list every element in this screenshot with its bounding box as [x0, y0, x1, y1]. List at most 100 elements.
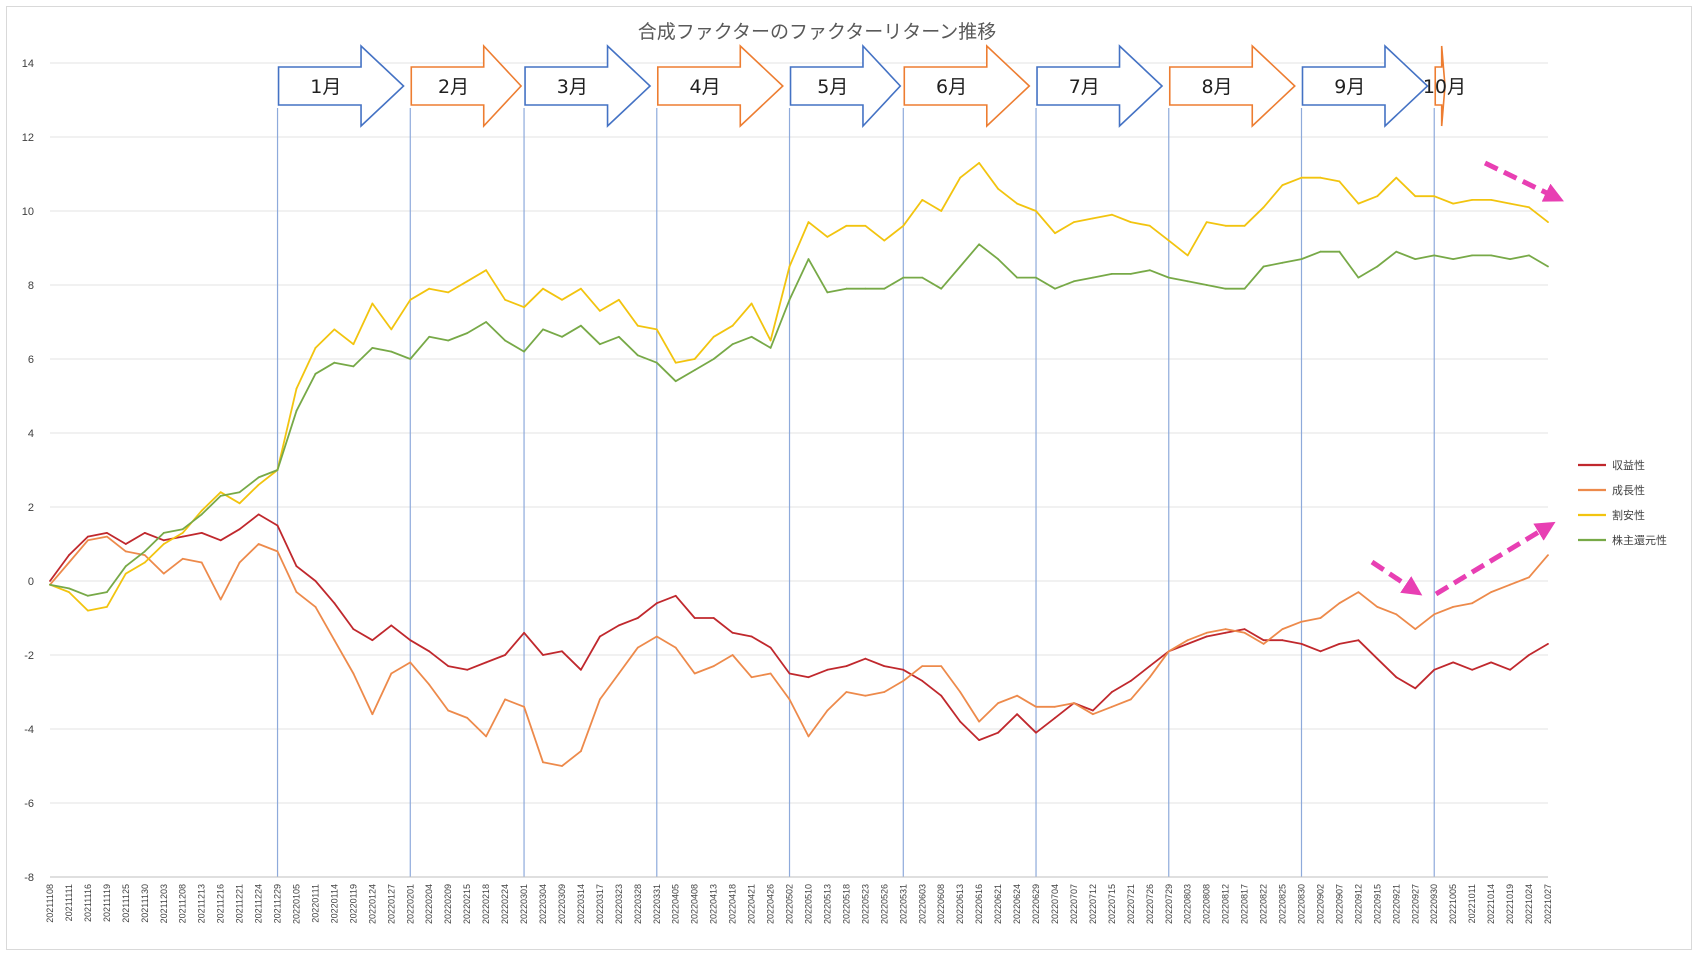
series-2-point — [200, 509, 203, 512]
series-2-point — [1319, 176, 1322, 179]
series-1-point — [940, 665, 943, 667]
x-tick-label: 20211221 — [235, 884, 245, 923]
month-label-1: 1月 — [310, 76, 341, 98]
x-tick-label: 20220803 — [1183, 884, 1193, 924]
series-3-point — [1281, 261, 1284, 264]
series-0-point — [598, 635, 601, 638]
x-tick-label: 20220907 — [1334, 884, 1344, 924]
series-0-point — [295, 565, 298, 568]
series-3-point — [1357, 276, 1360, 279]
series-1-point — [617, 672, 620, 675]
y-tick-label: 2 — [28, 502, 34, 514]
series-2-point — [105, 606, 108, 608]
series-0-point — [276, 524, 279, 527]
month-arrow-7 — [1036, 44, 1164, 128]
legend-label-3: 株主還元性 — [1612, 533, 1667, 547]
series-3-point — [333, 361, 336, 364]
x-tick-label: 20211119 — [102, 884, 112, 922]
series-0-point — [1054, 717, 1056, 719]
x-tick-label: 20220513 — [822, 884, 832, 924]
series-2-point — [750, 302, 753, 305]
series-2-point — [693, 358, 696, 360]
series-2-point — [1129, 221, 1132, 224]
series-0-point — [883, 665, 886, 667]
x-tick-label: 20221014 — [1486, 884, 1496, 924]
x-tick-label: 20220523 — [860, 884, 870, 924]
x-tick-label: 20220915 — [1372, 884, 1382, 924]
x-tick-label: 20220309 — [557, 884, 567, 924]
x-tick-label: 20211111 — [64, 884, 74, 921]
series-3-point — [693, 369, 696, 371]
x-tick-label: 20220817 — [1240, 884, 1250, 924]
series-1-point — [1338, 602, 1341, 605]
series-1-point — [712, 665, 715, 667]
series-3-point — [1054, 287, 1056, 290]
series-1-point — [542, 761, 544, 764]
series-2-point — [580, 287, 582, 290]
series-1-point — [693, 672, 696, 675]
series-3-point — [257, 476, 260, 479]
series-0-point — [124, 543, 127, 545]
series-1-point — [257, 543, 260, 545]
series-2-point — [636, 324, 639, 327]
series-3-point — [561, 335, 563, 338]
series-3-point — [1148, 269, 1151, 272]
series-2-point — [731, 324, 734, 327]
series-0-point — [1414, 687, 1417, 690]
series-3-point — [87, 594, 89, 597]
series-2-point — [1376, 195, 1379, 198]
series-2-point — [162, 543, 165, 545]
series-2-point — [87, 609, 89, 612]
series-0-point — [1433, 668, 1436, 671]
series-3-point — [124, 565, 127, 568]
series-line-2 — [49, 161, 1549, 612]
series-0-point — [466, 668, 469, 671]
series-1-point — [561, 765, 563, 767]
x-tick-label: 20220921 — [1391, 884, 1401, 924]
series-2-point — [1224, 224, 1227, 227]
x-tick-label: 20220624 — [1012, 884, 1022, 924]
series-1-point — [598, 698, 601, 701]
y-tick-label: -4 — [24, 724, 34, 736]
series-3-point — [181, 528, 184, 531]
series-3-point — [978, 243, 981, 246]
series-2-point — [845, 224, 848, 227]
series-0-point — [523, 631, 525, 634]
series-1-point — [238, 561, 241, 564]
series-1-point — [1148, 676, 1151, 679]
x-tick-label: 20220114 — [329, 884, 339, 923]
series-1-point — [1016, 694, 1018, 697]
series-0-point — [447, 665, 450, 667]
series-1-point — [105, 535, 108, 538]
series-0-point — [49, 580, 51, 582]
x-tick-label: 20220209 — [443, 884, 453, 924]
series-3-point — [276, 469, 279, 471]
series-1-point — [1490, 591, 1493, 593]
series-0-point — [1452, 661, 1455, 664]
series-3-point — [788, 298, 791, 301]
series-2-point — [1414, 195, 1417, 198]
series-1-point — [466, 717, 469, 719]
series-1-point — [1054, 705, 1056, 708]
series-2-point — [788, 265, 791, 268]
x-tick-label: 20221024 — [1524, 884, 1534, 924]
series-1-point — [1471, 602, 1474, 605]
series-3-point — [769, 347, 772, 349]
series-3-point — [902, 276, 905, 279]
x-tick-label: 20220323 — [614, 884, 624, 924]
series-0-point — [1148, 665, 1151, 667]
x-tick-label: 20221005 — [1448, 884, 1458, 924]
x-tick-label: 20220418 — [728, 884, 738, 924]
series-0-point — [826, 668, 829, 671]
x-tick-label: 20220822 — [1259, 884, 1269, 924]
series-3-point — [1186, 280, 1189, 283]
series-2-point — [712, 335, 715, 338]
legend-label-2: 割安性 — [1612, 508, 1645, 522]
x-tick-label: 20220704 — [1050, 884, 1060, 924]
series-1-point — [1281, 628, 1284, 630]
x-tick-label: 20220328 — [633, 884, 643, 924]
series-1-point — [1547, 554, 1549, 556]
y-tick-label: 8 — [28, 280, 34, 292]
series-3-point — [504, 339, 506, 342]
series-3-point — [1414, 258, 1417, 260]
